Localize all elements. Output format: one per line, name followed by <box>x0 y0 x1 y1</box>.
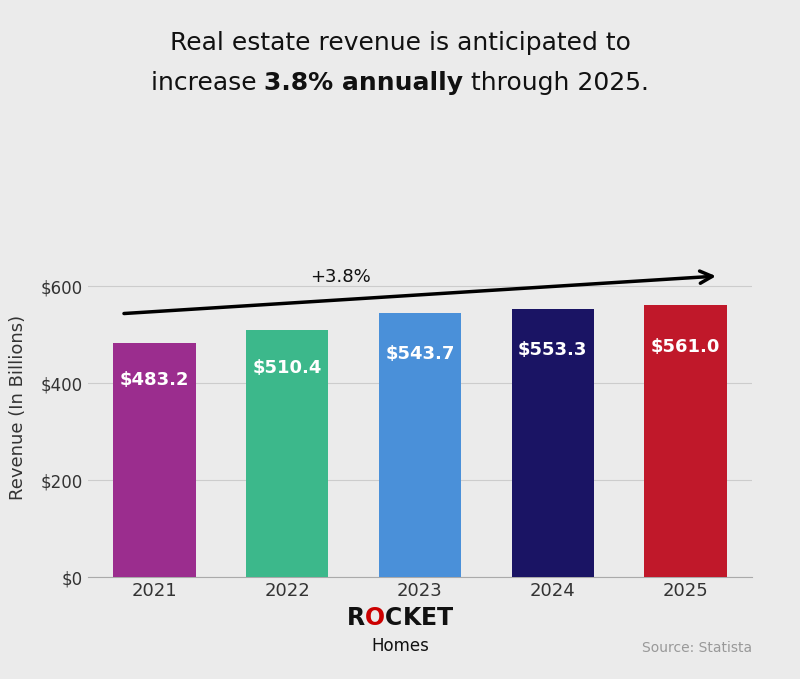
Text: R: R <box>347 606 365 630</box>
Text: Source: Statista: Source: Statista <box>642 642 752 655</box>
Bar <box>379 314 461 577</box>
Text: $510.4: $510.4 <box>253 359 322 378</box>
Text: +3.8%: +3.8% <box>310 268 370 286</box>
Text: through 2025.: through 2025. <box>463 71 650 95</box>
Text: O: O <box>365 606 385 630</box>
Bar <box>512 309 594 577</box>
Bar <box>645 305 726 577</box>
Text: $561.0: $561.0 <box>651 337 720 356</box>
Text: Homes: Homes <box>371 638 429 655</box>
Text: 3.8% annually: 3.8% annually <box>264 71 463 95</box>
Bar <box>114 343 195 577</box>
Bar <box>246 329 328 577</box>
Text: Real estate revenue is anticipated to: Real estate revenue is anticipated to <box>170 31 630 54</box>
Text: C: C <box>385 606 402 630</box>
Text: increase: increase <box>150 71 264 95</box>
Text: $543.7: $543.7 <box>386 345 454 363</box>
Text: K: K <box>402 606 421 630</box>
Text: $483.2: $483.2 <box>120 371 189 389</box>
Text: $553.3: $553.3 <box>518 341 587 359</box>
Text: T: T <box>437 606 453 630</box>
Y-axis label: Revenue (In Billions): Revenue (In Billions) <box>9 315 27 500</box>
Text: E: E <box>421 606 437 630</box>
